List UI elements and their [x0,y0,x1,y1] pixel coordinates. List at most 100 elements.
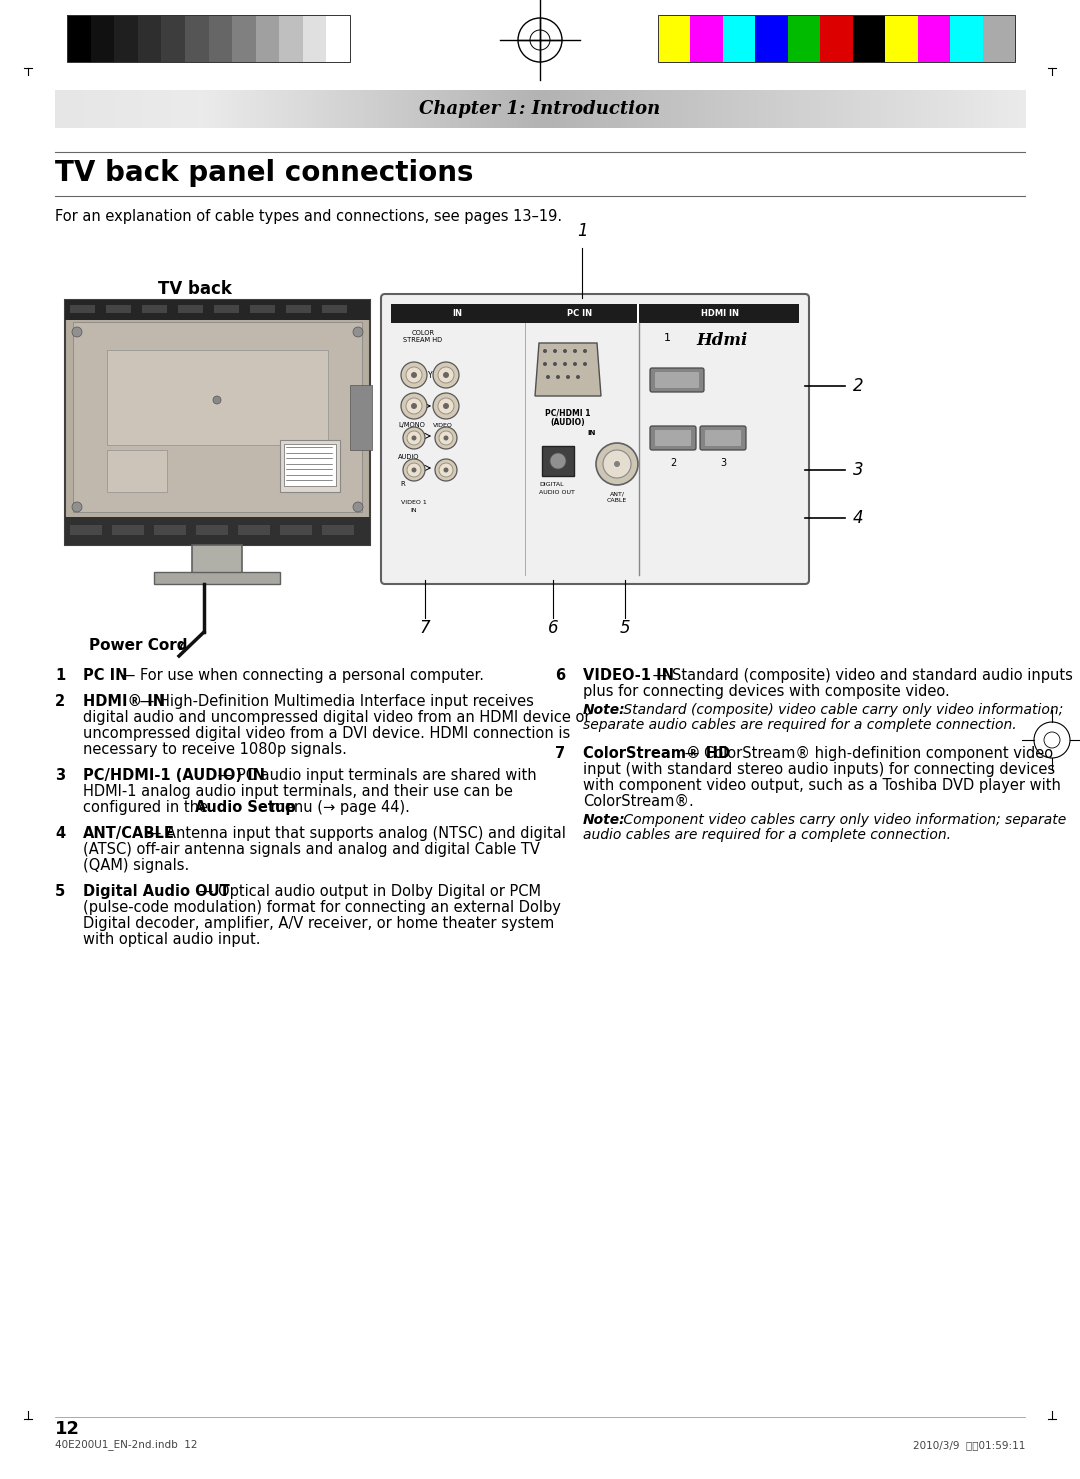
Text: Digital Audio OUT: Digital Audio OUT [83,884,230,899]
Text: Hdmi: Hdmi [697,331,747,349]
Bar [73,322,362,512]
Bar [892,90,894,129]
Bar [302,15,327,62]
Bar [491,90,495,129]
Bar [332,90,335,129]
Bar [702,90,705,129]
Bar [564,90,567,129]
Text: For an explanation of cable types and connections, see pages 13–19.: For an explanation of cable types and co… [55,209,562,223]
Bar [480,90,483,129]
Bar [450,90,454,129]
Bar [707,90,711,129]
Bar [869,90,873,129]
Text: — ColorStream® high-definition component video: — ColorStream® high-definition component… [680,745,1054,762]
Circle shape [72,327,82,337]
Text: 3: 3 [55,768,65,782]
Bar [149,90,152,129]
Circle shape [438,463,453,478]
Bar [227,90,230,129]
Bar [838,90,841,129]
FancyBboxPatch shape [700,426,746,450]
Text: Power Cord: Power Cord [89,639,188,654]
Bar [589,90,592,129]
Bar [836,90,839,129]
Bar [329,90,332,129]
Bar [222,90,226,129]
Circle shape [583,362,588,365]
Bar [686,90,688,129]
Bar [147,90,150,129]
Bar [692,90,696,129]
Circle shape [401,362,427,387]
Bar [853,15,886,62]
Bar [373,90,376,129]
Bar [208,15,232,62]
Bar [275,90,279,129]
Bar [853,90,855,129]
Bar [84,90,87,129]
Bar [983,15,1015,62]
Bar [700,90,703,129]
Bar [104,90,107,129]
Text: plus for connecting devices with composite video.: plus for connecting devices with composi… [583,683,949,700]
Bar [680,90,684,129]
Bar [474,90,477,129]
Bar [811,90,814,129]
Bar [402,90,405,129]
Text: TV back: TV back [158,280,232,297]
Text: menu (→ page 44).: menu (→ page 44). [266,800,410,815]
Bar [143,90,145,129]
Bar [242,90,245,129]
Bar [894,90,897,129]
Bar [185,15,210,62]
Text: 7: 7 [420,620,430,637]
Bar [544,90,548,129]
Bar [721,90,725,129]
Bar [669,90,672,129]
Bar [921,90,923,129]
Bar [645,90,647,129]
Bar [370,90,374,129]
Bar [285,90,288,129]
Bar [460,90,463,129]
Bar [770,90,773,129]
Bar [1005,90,1009,129]
Circle shape [72,501,82,512]
Bar [174,90,177,129]
Bar [195,90,199,129]
Bar [928,90,931,129]
Bar [121,90,123,129]
Text: — Standard (composite) video and standard audio inputs: — Standard (composite) video and standar… [648,669,1072,683]
Circle shape [543,362,546,365]
Bar [112,525,144,535]
Text: input (with standard stereo audio inputs) for connecting devices: input (with standard stereo audio inputs… [583,762,1055,776]
Bar [610,90,613,129]
Bar [494,90,497,129]
Bar [559,90,563,129]
Bar [186,90,189,129]
Bar [712,90,715,129]
Bar [690,90,693,129]
Bar [935,90,939,129]
Text: (QAM) signals.: (QAM) signals. [83,858,189,873]
Bar [470,90,473,129]
Text: HDMI IN: HDMI IN [701,309,739,318]
Bar [503,90,507,129]
Text: 2010/3/9  下午01:59:11: 2010/3/9 下午01:59:11 [913,1441,1025,1449]
Bar [380,90,383,129]
Bar [320,90,322,129]
Bar [419,90,421,129]
Bar [678,90,681,129]
Bar [557,90,559,129]
Bar [70,305,95,314]
Bar [746,90,750,129]
Bar [72,90,75,129]
Bar [760,90,764,129]
Bar [484,90,487,129]
Bar [188,90,191,129]
Bar [723,15,756,62]
Circle shape [213,396,221,404]
Bar [1008,90,1011,129]
Bar [848,90,851,129]
Bar [855,90,859,129]
